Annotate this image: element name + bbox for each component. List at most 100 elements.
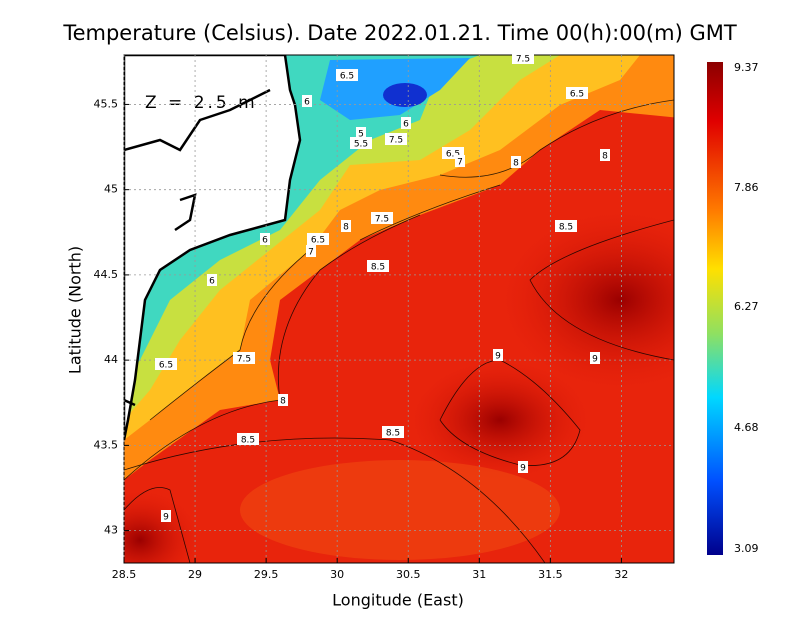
contour-label: 7.5 (512, 52, 534, 65)
y-tick-label: 44 (104, 353, 118, 366)
contour-label: 8.5 (382, 426, 404, 439)
contour-label: 8 (278, 394, 288, 407)
contour-label-text: 6 (262, 236, 268, 246)
contour-label-bg (590, 352, 600, 364)
y-tick-label: 45.5 (94, 97, 119, 110)
contour-label-bg (233, 352, 255, 364)
contour-label: 7.5 (371, 212, 393, 225)
contour-label-bg (600, 149, 610, 161)
colorbar-label: 9.37 (734, 61, 759, 74)
contour-label-bg (356, 127, 366, 139)
contour-label: 8 (600, 149, 610, 162)
contour-label-bg (307, 233, 329, 245)
contour-label: 6.5 (307, 233, 329, 246)
colorbar-label: 3.09 (734, 542, 759, 555)
contour-label-bg (155, 358, 177, 370)
contour-label-bg (566, 87, 588, 99)
contour-label-text: 8.5 (386, 429, 400, 439)
title: Temperature (Celsius). Date 2022.01.21. … (62, 21, 737, 45)
contour-label-bg (385, 133, 407, 145)
contour-label-bg (302, 95, 312, 107)
y-tick-label: 45 (104, 183, 118, 196)
contour-label: 7.5 (385, 133, 407, 146)
contour-label-bg (555, 220, 577, 232)
contour-label-text: 8 (513, 159, 519, 169)
contour-label: 9 (493, 349, 503, 362)
contour-label: 6 (302, 95, 312, 108)
contour-label-bg (455, 155, 465, 167)
contour-label-text: 9 (520, 464, 526, 474)
contour-label-text: 5 (358, 130, 364, 140)
contour-label: 7 (455, 155, 465, 168)
x-tick-label: 29.5 (254, 568, 279, 581)
contour-label-text: 7.5 (389, 136, 403, 146)
contour-label: 8 (341, 220, 351, 233)
contour-label: 6.5 (336, 69, 358, 82)
x-tick-label: 28.5 (112, 568, 137, 581)
contour-label-text: 6 (403, 120, 409, 130)
contour-label-text: 5.5 (354, 140, 368, 150)
y-axis-label: Latitude (North) (66, 246, 85, 374)
contour-label: 9 (161, 510, 171, 523)
contour-label-text: 8.5 (371, 263, 385, 273)
contour-label-text: 6 (209, 277, 215, 287)
contour-label-bg (237, 433, 259, 445)
contour-label-bg (511, 156, 521, 168)
contour-label: 6.5 (155, 358, 177, 371)
contour-label: 7 (306, 245, 316, 258)
contour-label-bg (493, 349, 503, 361)
contour-label-text: 7 (457, 158, 463, 168)
contour-label-bg (401, 117, 411, 129)
contour-label: 6 (260, 233, 270, 246)
contour-label-text: 6.5 (570, 90, 584, 100)
contour-label-bg (371, 212, 393, 224)
contour-label-bg (260, 233, 270, 245)
contour-label: 8.5 (367, 260, 389, 273)
contour-label-text: 9 (592, 355, 598, 365)
contour-label-text: 8 (602, 152, 608, 162)
contour-label-bg (161, 510, 171, 522)
contour-label-bg (306, 245, 316, 257)
contour-label: 8.5 (237, 433, 259, 446)
contour-label-text: 6.5 (159, 361, 173, 371)
contour-label: 6.5 (566, 87, 588, 100)
contour-label-text: 7.5 (237, 355, 251, 365)
contour-label: 7.5 (233, 352, 255, 365)
contour-label: 5.5 (350, 137, 372, 150)
contour-label-text: 9 (495, 352, 501, 362)
contour-label-bg (367, 260, 389, 272)
colorbar (707, 62, 723, 555)
contour-label: 8.5 (555, 220, 577, 233)
y-tick-label: 44.5 (94, 268, 119, 281)
x-tick-label: 29 (188, 568, 202, 581)
contour-label-text: 7.5 (375, 215, 389, 225)
contour-label-text: 7 (308, 248, 314, 258)
contour-label-bg (341, 220, 351, 232)
contour-label-bg (336, 69, 358, 81)
y-tick-label: 43 (104, 524, 118, 537)
colorbar-label: 6.27 (734, 300, 759, 313)
depth-label: Z = 2.5 m (145, 93, 258, 113)
x-tick-label: 31 (472, 568, 486, 581)
plot-frame (123, 54, 675, 564)
colorbar-label: 4.68 (734, 421, 759, 434)
colorbar-label: 7.86 (734, 181, 759, 194)
contour-label-bg (278, 394, 288, 406)
contour-label-bg (518, 461, 528, 473)
contour-label: 6 (401, 117, 411, 130)
contour-label-text: 9 (163, 513, 169, 523)
contour-label-text: 6.5 (340, 72, 354, 82)
contour-label: 8 (511, 156, 521, 169)
contour-label-text: 8 (343, 223, 349, 233)
contour-label-bg (382, 426, 404, 438)
x-tick-label: 30 (330, 568, 344, 581)
contour-label-text: 6 (304, 98, 310, 108)
y-tick-label: 43.5 (94, 438, 119, 451)
x-tick-label: 30.5 (396, 568, 421, 581)
contour-label: 5 (356, 127, 366, 140)
contour-label-text: 8.5 (559, 223, 573, 233)
temperature-field (124, 55, 674, 563)
contour-label-text: 8 (280, 397, 286, 407)
x-axis-label: Longitude (East) (332, 591, 464, 610)
